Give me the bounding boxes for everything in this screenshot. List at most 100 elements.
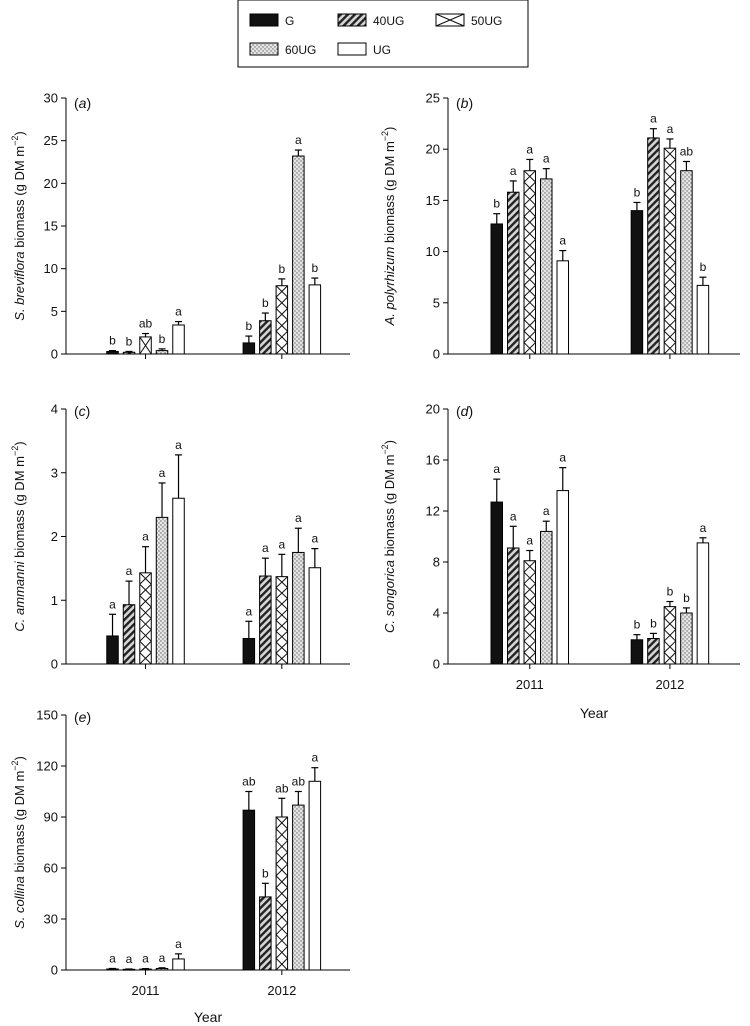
legend-label-g: G <box>285 14 294 28</box>
significance-letter-60ug-2011: a <box>159 466 166 480</box>
significance-letter-60ug-2012: a <box>295 511 302 525</box>
bar-40ug-2012 <box>647 137 660 355</box>
y-tick-label: 0 <box>433 657 440 672</box>
x-tick-label: 2011 <box>132 983 160 998</box>
panel-label: (b) <box>456 95 473 111</box>
bar-50ug-2012 <box>275 285 289 355</box>
y-tick-label: 15 <box>44 219 58 234</box>
significance-letter-ug-2012: b <box>700 260 707 274</box>
bar-ug-2012 <box>308 284 322 355</box>
x-tick-label: 2012 <box>655 677 684 692</box>
error-bar-g-2012 <box>633 634 641 640</box>
bar-g-2012 <box>242 342 256 355</box>
significance-letter-ug-2012: b <box>311 261 318 275</box>
bar-ug-2012 <box>308 780 322 971</box>
error-bar-50ug-2011 <box>526 549 534 561</box>
error-bar-50ug-2011 <box>526 158 534 171</box>
bar-ug-2011 <box>556 490 570 665</box>
bar-g-2011 <box>106 968 119 971</box>
error-bar-60ug-2012 <box>294 527 302 553</box>
error-bar-ug-2012 <box>311 277 319 285</box>
legend-swatch-ug <box>337 42 367 56</box>
significance-letter-g-2012: b <box>245 319 252 333</box>
bar-50ug-2011-hatch <box>139 572 152 665</box>
bar-ug-2012 <box>308 567 322 665</box>
error-bar-50ug-2012 <box>666 600 674 607</box>
bar-40ug-2011 <box>122 604 136 665</box>
bar-60ug-2011 <box>155 516 169 665</box>
error-bar-40ug-2011 <box>509 525 517 548</box>
significance-letter-60ug-2011: a <box>543 152 550 166</box>
error-bar-40ug-2012 <box>649 632 657 639</box>
y-tick-label: 16 <box>426 453 440 468</box>
bar-ug-2011 <box>172 497 185 665</box>
y-tick-label: 5 <box>51 304 58 319</box>
y-tick-label: 25 <box>44 133 58 148</box>
y-tick-label: 8 <box>433 555 440 570</box>
error-bar-ug-2012 <box>311 767 319 782</box>
significance-letter-g-2012: a <box>245 604 252 618</box>
significance-letter-g-2011: b <box>109 334 116 348</box>
significance-letter-60ug-2012: b <box>683 591 690 605</box>
error-bar-40ug-2011 <box>125 580 133 605</box>
error-bar-g-2012 <box>245 790 253 811</box>
bar-50ug-2012-hatch <box>275 816 288 971</box>
panel-label: (a) <box>74 95 91 111</box>
significance-letter-ug-2012: a <box>311 532 318 546</box>
error-bar-40ug-2012 <box>261 557 269 577</box>
significance-letter-60ug-2012: a <box>295 133 302 147</box>
bar-g-2011 <box>106 635 119 665</box>
panel-label: (d) <box>456 403 473 419</box>
significance-letter-40ug-2011: a <box>510 509 517 523</box>
y-tick-label: 3 <box>51 465 58 480</box>
bar-50ug-2012-hatch <box>275 285 288 355</box>
y-axis-label: S. breviflora biomass (g DM m−2) <box>10 131 27 320</box>
y-tick-label: 12 <box>426 504 440 519</box>
significance-letter-50ug-2012: b <box>278 262 285 276</box>
bar-40ug-2012 <box>259 320 272 355</box>
error-bar-50ug-2011 <box>142 968 150 970</box>
error-bar-50ug-2011 <box>142 546 150 573</box>
y-tick-label: 1 <box>51 593 58 608</box>
y-tick-label: 60 <box>44 861 58 876</box>
bar-60ug-2011 <box>540 530 553 665</box>
bar-50ug-2012-hatch <box>275 576 288 665</box>
significance-letter-ug-2011: a <box>559 234 566 248</box>
error-bar-ug-2012 <box>699 276 707 286</box>
error-bar-40ug-2012 <box>649 128 657 138</box>
bar-g-2012 <box>630 639 644 665</box>
bar-40ug-2012 <box>259 896 272 971</box>
bar-50ug-2012 <box>663 606 677 665</box>
error-bar-60ug-2012 <box>294 149 302 157</box>
y-tick-label: 25 <box>426 91 440 106</box>
error-bar-g-2011 <box>109 613 117 636</box>
y-tick-label: 5 <box>433 295 440 310</box>
x-axis-label: Year <box>580 705 609 721</box>
x-tick-label: 2011 <box>516 677 544 692</box>
y-tick-label: 15 <box>426 193 440 208</box>
x-axis-label: Year <box>194 1009 223 1025</box>
significance-letter-ug-2011: a <box>175 438 182 452</box>
y-axis-label: C. ammanni biomass (g DM m−2) <box>10 441 27 631</box>
bar-40ug-2011 <box>507 191 520 355</box>
error-bar-g-2011 <box>109 349 117 352</box>
bar-60ug-2011 <box>540 178 553 355</box>
error-bar-60ug-2011 <box>158 967 166 969</box>
error-bar-ug-2011 <box>559 249 567 261</box>
significance-letter-40ug-2012: b <box>650 616 657 630</box>
significance-letter-ug-2012: a <box>700 521 707 535</box>
y-tick-label: 10 <box>426 244 440 259</box>
y-tick-label: 4 <box>433 606 440 621</box>
error-bar-g-2011 <box>493 478 501 503</box>
significance-letter-g-2011: b <box>493 197 500 211</box>
error-bar-ug-2012 <box>699 537 707 543</box>
significance-letter-60ug-2011: a <box>543 504 550 518</box>
bar-ug-2012 <box>696 542 710 665</box>
y-axis-label: S. collina biomass (g DM m−2) <box>10 756 27 929</box>
bar-g-2012 <box>630 210 644 355</box>
bar-40ug-2011 <box>122 351 136 355</box>
error-bar-60ug-2011 <box>542 168 550 179</box>
significance-letter-g-2011: a <box>109 597 116 611</box>
